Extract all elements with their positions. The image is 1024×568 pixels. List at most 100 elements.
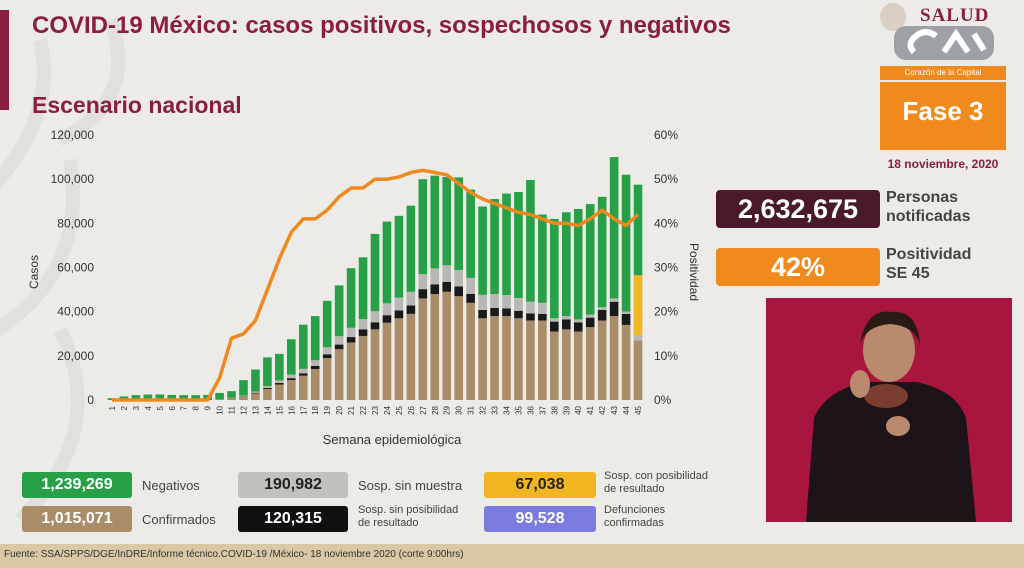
- bar-sin_muestra: [310, 360, 320, 366]
- bar-sin_muestra: [298, 368, 308, 374]
- bar-confirmados: [263, 388, 272, 400]
- x-tick-label: 40: [574, 405, 583, 414]
- bar-confirmados: [430, 294, 440, 400]
- x-tick-label: 25: [395, 405, 404, 414]
- kpi-notificadas-label-line1: Personas: [886, 189, 959, 206]
- y-tick-label: 0: [87, 393, 94, 407]
- x-tick-label: 33: [491, 405, 500, 414]
- x-tick-label: 42: [598, 405, 607, 414]
- bar-sin_muestra: [597, 307, 607, 310]
- bar-sin_posibilidad: [550, 321, 559, 332]
- salud-logo: SALUD: [880, 3, 1020, 31]
- footer-source: Fuente: SSA/SPPS/DGE/InDRE/Informe técni…: [4, 549, 464, 560]
- bar-negativos: [382, 221, 392, 304]
- bar-sin_posibilidad: [418, 289, 428, 299]
- bar-sin_posibilidad: [382, 315, 392, 323]
- x-tick-label: 3: [132, 405, 141, 410]
- bar-sin_posibilidad: [490, 307, 499, 317]
- bar-sin_posibilidad: [561, 319, 571, 330]
- bar-sin_muestra: [346, 327, 356, 338]
- bar-sin_muestra: [394, 297, 404, 311]
- bar-sin_posibilidad: [275, 382, 284, 385]
- bar-confirmados: [406, 313, 416, 400]
- bar-con_posibilidad: [633, 275, 643, 335]
- x-tick-label: 30: [455, 405, 464, 414]
- bar-sin_muestra: [370, 311, 380, 323]
- bar-sin_muestra: [526, 301, 535, 314]
- bar-confirmados: [394, 318, 404, 400]
- x-tick-label: 7: [180, 405, 189, 410]
- positividad-line: [112, 168, 640, 402]
- x-tick-label: 41: [586, 405, 595, 414]
- x-tick-label: 11: [228, 405, 237, 414]
- bar-sin_muestra: [430, 268, 440, 285]
- bar-negativos: [239, 380, 248, 396]
- bar-sin_muestra: [609, 298, 619, 302]
- bar-negativos: [466, 189, 475, 278]
- y2-tick-label: 0%: [654, 393, 672, 407]
- y-tick-label: 20,000: [57, 349, 94, 363]
- bar-confirmados: [322, 358, 332, 400]
- x-tick-label: 22: [359, 405, 368, 414]
- bar-sin_muestra: [406, 291, 416, 306]
- bar-sin_posibilidad: [334, 344, 344, 350]
- bar-confirmados: [597, 320, 607, 400]
- bar-negativos: [561, 212, 571, 317]
- kpi-positividad-label-line2: SE 45: [886, 265, 930, 282]
- bar-negativos: [179, 395, 189, 400]
- bar-confirmados: [538, 320, 547, 400]
- bar-confirmados: [609, 316, 619, 400]
- bar-confirmados: [251, 393, 260, 400]
- bar-confirmados: [442, 291, 452, 400]
- x-tick-label: 14: [263, 405, 272, 414]
- bar-sin_muestra: [239, 395, 248, 397]
- bar-negativos: [131, 395, 141, 400]
- bar-confirmados: [370, 329, 380, 400]
- phase-badge: Fase 3: [880, 82, 1006, 150]
- kpi-notificadas-label-line2: notificadas: [886, 208, 971, 225]
- y-tick-label: 80,000: [57, 216, 94, 230]
- bar-sin_posibilidad: [585, 317, 595, 328]
- x-tick-label: 19: [323, 405, 332, 414]
- bar-confirmados: [418, 298, 428, 400]
- bar-negativos: [597, 196, 607, 308]
- bar-sin_posibilidad: [514, 310, 523, 319]
- bar-negativos: [251, 369, 260, 392]
- bar-sin_muestra: [573, 319, 583, 323]
- bar-negativos: [418, 179, 428, 275]
- y2-tick-label: 60%: [654, 128, 678, 142]
- bar-sin_muestra: [334, 336, 344, 345]
- bar-sin_posibilidad: [430, 284, 440, 294]
- y-axis-label: Casos: [27, 255, 41, 289]
- bar-negativos: [119, 396, 129, 400]
- bar-negativos: [143, 394, 153, 400]
- legend-sin-posibilidad-label: Sosp. sin posibilidad de resultado: [358, 504, 458, 530]
- legend-confirmados-value: 1,015,071: [22, 506, 132, 532]
- bar-sin_muestra: [633, 334, 643, 341]
- bar-confirmados: [358, 335, 368, 400]
- x-tick-label: 4: [144, 405, 153, 410]
- x-tick-label: 10: [216, 405, 225, 414]
- bar-negativos: [442, 176, 452, 266]
- x-tick-label: 16: [287, 405, 296, 414]
- x-tick-label: 35: [514, 405, 523, 414]
- y2-axis-label: Positividad: [687, 243, 701, 301]
- bar-confirmados: [275, 384, 284, 400]
- kpi-positividad-label: Positividad SE 45: [886, 245, 971, 283]
- x-tick-label: 44: [622, 405, 631, 414]
- legend-sin-posibilidad-value: 120,315: [238, 506, 348, 532]
- legend-defunciones-label: Defunciones confirmadas: [604, 504, 665, 530]
- x-tick-label: 9: [204, 405, 213, 410]
- bar-negativos: [191, 395, 200, 400]
- footer-bar: Fuente: SSA/SPPS/DGE/InDRE/Informe técni…: [0, 544, 1024, 568]
- x-tick-label: 1: [108, 405, 117, 410]
- bar-confirmados: [502, 316, 511, 400]
- page-title: COVID-19 México: casos positivos, sospec…: [32, 12, 731, 39]
- bar-confirmados: [550, 331, 559, 400]
- bar-negativos: [155, 394, 165, 400]
- bar-sin_posibilidad: [609, 301, 619, 317]
- bar-confirmados: [561, 329, 571, 400]
- x-tick-label: 43: [610, 405, 619, 414]
- bar-confirmados: [382, 322, 392, 400]
- bar-sin_muestra: [442, 265, 452, 282]
